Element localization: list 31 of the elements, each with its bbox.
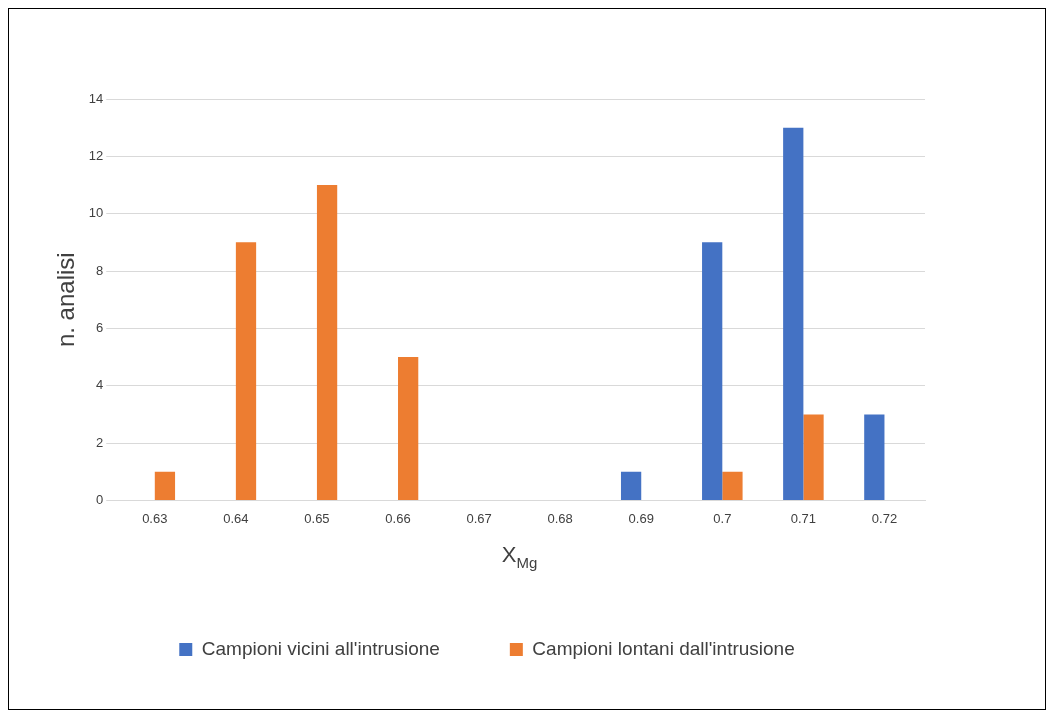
y-tick-label: 12 <box>88 147 104 163</box>
bar <box>316 185 338 500</box>
x-tick-label: 0.7 <box>713 510 732 526</box>
bar <box>783 127 804 500</box>
bar <box>702 242 723 500</box>
x-tick-label: 0.71 <box>790 510 817 526</box>
x-tick-label: 0.72 <box>871 510 898 526</box>
x-tick-label: 0.65 <box>304 510 330 526</box>
legend-label: Campioni lontani dall'intrusione <box>532 637 795 659</box>
legend-label: Campioni vicini all'intrusione <box>201 637 440 659</box>
bar <box>722 471 743 500</box>
y-tick-label: 0 <box>96 491 104 507</box>
y-axis-title: n. analisi <box>52 252 80 348</box>
x-tick-label: 0.66 <box>385 510 411 526</box>
y-tick-label: 8 <box>96 262 104 278</box>
x-tick-label: 0.68 <box>547 510 573 526</box>
bar <box>235 242 257 500</box>
bar <box>803 414 824 500</box>
bar <box>620 471 642 500</box>
y-tick-label: 2 <box>96 434 104 450</box>
y-tick-label: 6 <box>96 319 104 335</box>
x-tick-label: 0.69 <box>628 510 654 526</box>
y-tick-label: 14 <box>88 90 104 106</box>
x-tick-label: 0.64 <box>223 510 249 526</box>
bar <box>154 471 176 500</box>
y-tick-label: 4 <box>96 377 104 393</box>
x-tick-label: 0.63 <box>142 510 168 526</box>
x-tick-label: 0.67 <box>466 510 492 526</box>
bar <box>398 357 419 500</box>
y-tick-label: 10 <box>88 205 104 221</box>
bar <box>864 414 885 500</box>
